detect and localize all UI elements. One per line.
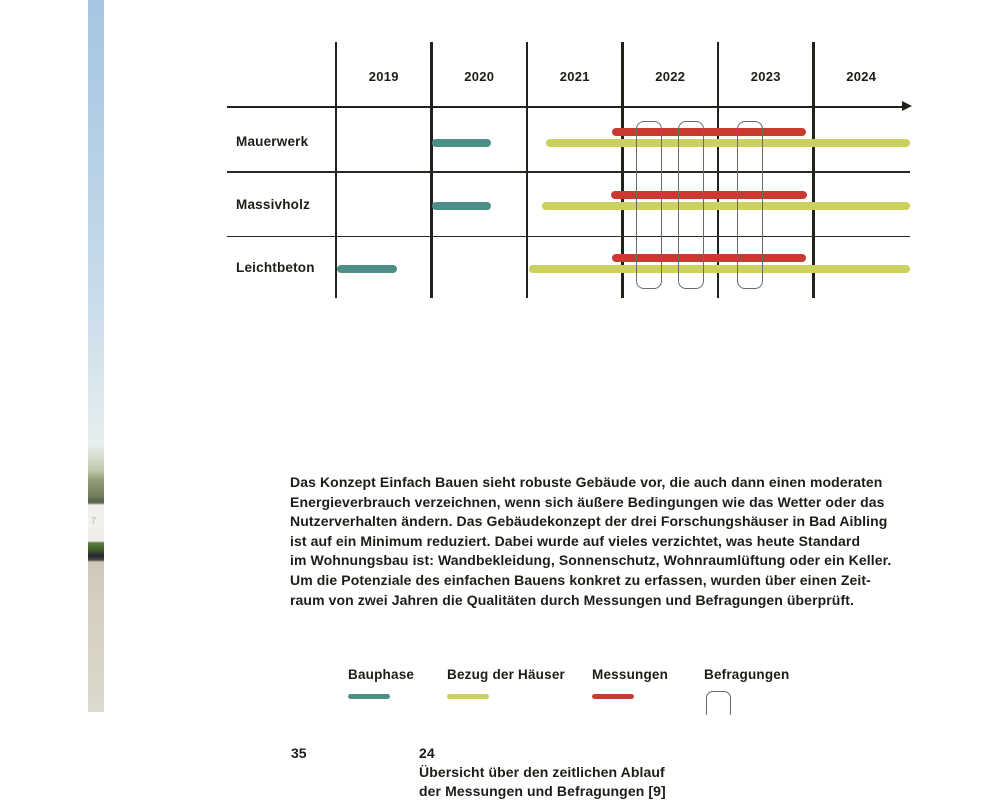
legend-swatch-bezug [447, 694, 489, 699]
year-label: 2023 [750, 69, 781, 84]
page-number: 35 [291, 745, 307, 761]
row-label: Mauerwerk [236, 133, 309, 149]
bar-bezug [546, 139, 910, 147]
year-gridline [621, 42, 624, 298]
befragung-window [737, 121, 763, 289]
bar-bezug [542, 202, 910, 210]
photo-strip-mark: 7 [91, 516, 97, 526]
legend-label-bezug: Bezug der Häuser [447, 667, 565, 682]
row-separator [227, 171, 910, 173]
year-label: 2020 [464, 69, 495, 84]
befragung-window [677, 121, 704, 289]
axis-arrow-icon [902, 101, 912, 112]
figure-caption: 24 Übersicht über den zeitlichen Ablauf … [419, 745, 666, 800]
legend-label-messungen: Messungen [592, 667, 669, 682]
year-label: 2019 [368, 69, 399, 84]
photo-strip [88, 0, 104, 712]
year-gridline [525, 42, 529, 298]
bar-bauphase [431, 139, 491, 147]
row-separator [227, 235, 910, 238]
befragung-window [635, 121, 662, 289]
legend: Bauphase Bezug der Häuser Messungen Befr… [0, 330, 1000, 715]
bar-messungen [611, 253, 806, 263]
bar-bezug [528, 265, 910, 273]
year-gridline [430, 42, 433, 298]
bar-messungen [611, 127, 806, 137]
year-gridline [334, 42, 338, 298]
row-label: Leichtbeton [236, 259, 315, 275]
legend-swatch-bauphase [348, 694, 390, 699]
year-gridline [812, 42, 815, 298]
bar-bauphase [431, 202, 491, 210]
legend-label-befragungen: Befragungen [704, 667, 790, 682]
bar-bauphase [336, 265, 398, 273]
year-label: 2022 [655, 69, 686, 84]
year-gridline [716, 42, 720, 298]
legend-label-bauphase: Bauphase [348, 667, 415, 682]
timeline-chart: 2019 2020 2021 2022 2023 2024 Mauerwerk Massivh… [227, 42, 912, 298]
legend-swatch-messungen [592, 694, 634, 699]
year-label: 2021 [559, 69, 590, 84]
row-label: Massivholz [236, 196, 311, 212]
body-paragraph: Das Konzept Einfach Bauen sieht robuste … [290, 474, 892, 608]
bar-messungen [611, 190, 807, 200]
year-label: 2024 [846, 69, 877, 84]
chart-axis [227, 105, 904, 108]
legend-swatch-befragungen [706, 691, 731, 715]
